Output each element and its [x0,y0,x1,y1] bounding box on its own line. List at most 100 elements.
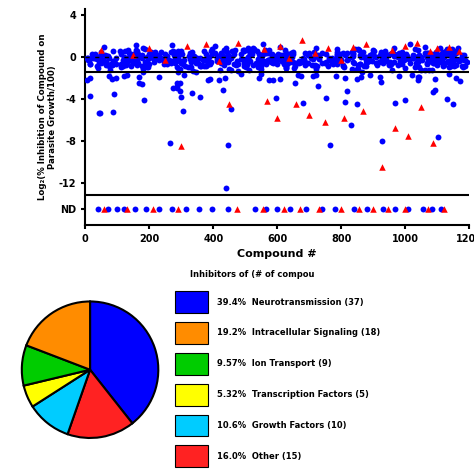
Point [120,72,128,80]
Point [322,50,330,58]
Y-axis label: Log₂(% Inhibition of Compound on
Parasite Growth/100): Log₂(% Inhibition of Compound on Parasit… [38,34,57,201]
Point [222,44,230,52]
Point [109,62,116,69]
Point [166,139,173,146]
Point [419,205,427,213]
Point [200,56,207,64]
Point [356,60,364,68]
Point [108,75,115,82]
Point [314,82,322,90]
Point [255,51,263,58]
Point [366,51,374,59]
Point [311,49,319,56]
Point [381,48,388,55]
Point [336,51,344,58]
Point [180,72,188,79]
Point [396,57,404,65]
Point [233,57,241,64]
Point [415,51,423,58]
Point [410,51,417,59]
Point [102,58,110,65]
Point [96,109,104,117]
Point [138,51,146,59]
Point [388,49,396,57]
Point [244,53,252,61]
Point [337,56,345,64]
Point [401,51,408,59]
Point [138,80,146,88]
Point [145,45,153,52]
Point [370,52,378,60]
Point [213,55,220,63]
Point [267,55,274,63]
Point [396,49,403,56]
Point [432,51,440,59]
Point [119,56,127,64]
Point [399,52,407,59]
Point [283,64,290,72]
Point [219,51,226,59]
Point [226,53,233,61]
Point [452,74,459,82]
Bar [175,383,208,406]
Point [370,47,377,55]
Point [110,58,118,65]
Point [350,59,358,66]
Point [391,124,399,132]
Point [430,59,438,67]
Point [282,64,290,72]
Point [431,86,439,94]
Point [234,205,241,213]
Point [363,40,370,48]
Point [155,56,163,64]
Point [228,47,236,55]
Point [157,48,165,56]
Point [174,54,182,61]
Point [368,57,376,65]
Point [165,56,173,64]
Point [207,47,215,55]
Point [286,54,293,62]
Point [211,43,219,50]
Point [349,58,356,65]
Point [460,51,468,59]
Point [436,57,443,64]
Point [332,73,339,80]
Point [224,51,232,59]
Point [414,77,421,84]
Point [263,97,271,105]
Point [446,57,454,64]
Point [334,50,341,57]
Point [129,51,137,58]
Point [450,55,458,62]
Bar [175,291,208,313]
Point [227,53,235,61]
Point [445,64,453,71]
Point [240,59,247,67]
Point [315,54,322,61]
Point [125,50,133,57]
Point [328,55,336,62]
Point [190,56,197,64]
Point [414,58,421,66]
Point [174,68,182,76]
Point [261,49,268,57]
Point [447,62,455,69]
Point [164,52,171,59]
Point [222,57,230,65]
Point [257,56,265,64]
Point [84,54,92,62]
Point [157,54,164,61]
Point [380,57,388,65]
Point [295,57,302,64]
Point [280,205,287,213]
Point [415,73,422,81]
Point [349,49,357,56]
Point [273,95,280,102]
Point [385,60,392,67]
Point [433,61,440,69]
Point [196,54,204,62]
Point [209,46,216,53]
Point [374,61,381,69]
Point [208,50,215,57]
